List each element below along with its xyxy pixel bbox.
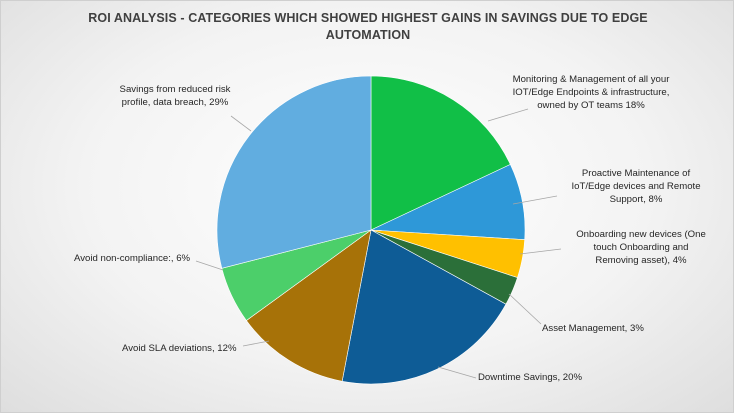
- data-label-line: IoT/Edge devices and Remote: [571, 181, 700, 192]
- data-label-noncompliance: Avoid non-compliance:, 6%: [74, 253, 191, 264]
- data-label-line: Avoid SLA deviations, 12%: [122, 343, 237, 354]
- data-label-onboarding: Onboarding new devices (One touch Onboard…: [576, 229, 706, 266]
- leader-line-sla: [242, 340, 270, 347]
- data-label-line: Proactive Maintenance of: [582, 168, 691, 179]
- data-label-line: Avoid non-compliance:, 6%: [74, 253, 191, 264]
- data-label-monitoring: Monitoring & Management of all your IOT/E…: [513, 74, 671, 111]
- chart-title-line-2: AUTOMATION: [325, 28, 411, 42]
- leader-line-onboarding: [519, 248, 562, 255]
- data-label-line: Downtime Savings, 20%: [478, 372, 582, 383]
- data-label-line: touch Onboarding and: [594, 242, 689, 253]
- data-label-proactive: Proactive Maintenance of IoT/Edge devices…: [571, 168, 700, 205]
- chart-title: ROI ANALYSIS - CATEGORIES WHICH SHOWED H…: [1, 10, 733, 44]
- pie-slices: [216, 75, 526, 385]
- data-label-line: Asset Management, 3%: [542, 323, 644, 334]
- pie-slice-sla: [245, 229, 372, 382]
- data-label-line: Removing asset), 4%: [595, 255, 687, 266]
- chart-title-line-1: ROI ANALYSIS - CATEGORIES WHICH SHOWED H…: [88, 11, 648, 25]
- pie-labels: Monitoring & Management of all your IOT/E…: [74, 74, 706, 383]
- leader-line-noncompliance: [195, 260, 224, 271]
- data-label-sla: Avoid SLA deviations, 12%: [122, 343, 237, 354]
- leader-line-monitoring: [487, 108, 529, 122]
- pie-slice-monitoring: [370, 75, 511, 231]
- leader-line-asset: [508, 293, 542, 325]
- data-label-line: owned by OT teams 18%: [537, 100, 645, 111]
- leader-line-proactive: [512, 195, 558, 205]
- data-label-risk: Savings from reduced risk profile, data b…: [120, 84, 231, 108]
- data-label-line: Monitoring & Management of all your: [513, 74, 671, 85]
- data-label-asset: Asset Management, 3%: [542, 323, 644, 334]
- data-label-line: Onboarding new devices (One: [576, 229, 706, 240]
- data-label-line: profile, data breach, 29%: [122, 97, 229, 108]
- data-label-downtime: Downtime Savings, 20%: [478, 372, 582, 383]
- data-label-line: Support, 8%: [610, 194, 663, 205]
- data-label-line: Savings from reduced risk: [120, 84, 231, 95]
- data-label-line: IOT/Edge Endpoints & infrastructure,: [513, 87, 670, 98]
- pie-slice-risk: [216, 75, 372, 269]
- leader-line-risk: [230, 115, 252, 132]
- leader-line-downtime: [437, 366, 477, 379]
- pie-slice-downtime: [341, 229, 507, 385]
